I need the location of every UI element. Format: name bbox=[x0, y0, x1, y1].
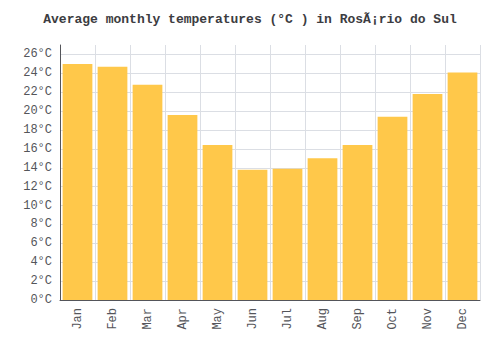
svg-text:May: May bbox=[211, 308, 225, 330]
svg-text:Aug: Aug bbox=[316, 308, 330, 330]
svg-text:16°C: 16°C bbox=[23, 142, 52, 156]
svg-text:Sep: Sep bbox=[351, 308, 365, 330]
svg-text:22°C: 22°C bbox=[23, 85, 52, 99]
svg-text:12°C: 12°C bbox=[23, 180, 52, 194]
svg-text:8°C: 8°C bbox=[30, 217, 52, 231]
svg-text:14°C: 14°C bbox=[23, 161, 52, 175]
svg-text:Jan: Jan bbox=[71, 308, 85, 330]
svg-text:26°C: 26°C bbox=[23, 47, 52, 61]
svg-text:2°C: 2°C bbox=[30, 274, 52, 288]
svg-text:Apr: Apr bbox=[176, 308, 190, 330]
svg-text:4°C: 4°C bbox=[30, 255, 52, 269]
svg-text:0°C: 0°C bbox=[30, 293, 52, 307]
svg-text:Jun: Jun bbox=[246, 308, 260, 330]
svg-text:20°C: 20°C bbox=[23, 104, 52, 118]
svg-text:10°C: 10°C bbox=[23, 199, 52, 213]
svg-text:Feb: Feb bbox=[106, 308, 120, 330]
svg-text:Mar: Mar bbox=[141, 308, 155, 330]
svg-text:Average monthly temperatures (: Average monthly temperatures (°C ) in Ro… bbox=[43, 12, 457, 27]
svg-text:Nov: Nov bbox=[421, 308, 435, 330]
svg-text:Jul: Jul bbox=[281, 308, 295, 330]
svg-text:24°C: 24°C bbox=[23, 66, 52, 80]
svg-text:Dec: Dec bbox=[456, 308, 470, 330]
svg-text:18°C: 18°C bbox=[23, 123, 52, 137]
svg-text:Oct: Oct bbox=[386, 308, 400, 330]
svg-text:6°C: 6°C bbox=[30, 236, 52, 250]
